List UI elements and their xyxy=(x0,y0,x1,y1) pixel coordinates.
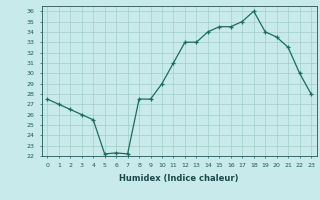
X-axis label: Humidex (Indice chaleur): Humidex (Indice chaleur) xyxy=(119,174,239,183)
